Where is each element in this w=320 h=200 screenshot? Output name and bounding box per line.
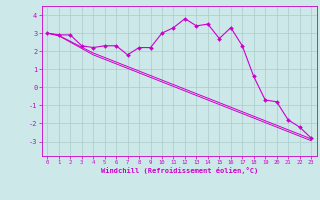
X-axis label: Windchill (Refroidissement éolien,°C): Windchill (Refroidissement éolien,°C) (100, 167, 258, 174)
